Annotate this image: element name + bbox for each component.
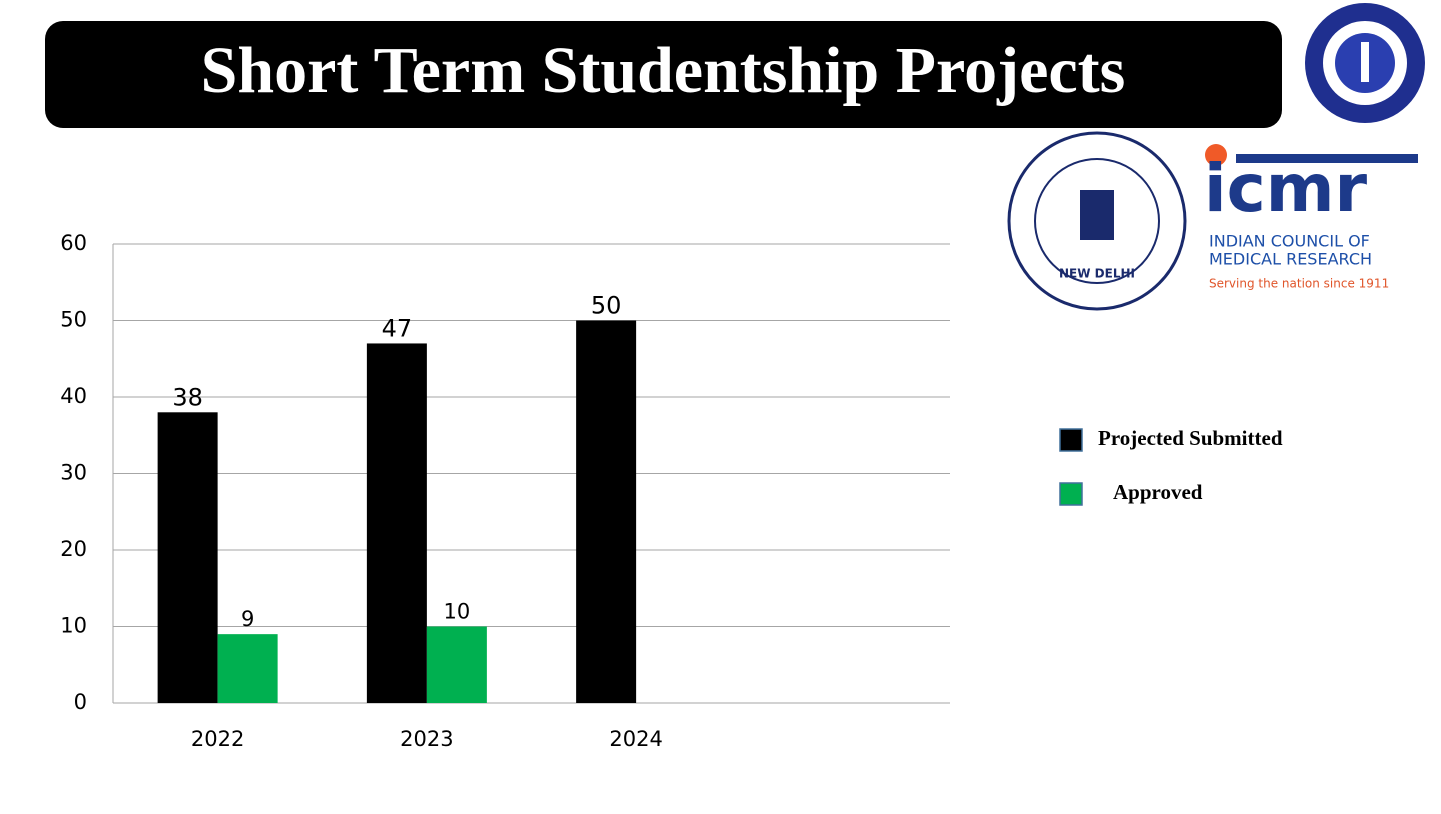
- icmr-seal: NEW DELHI: [1007, 131, 1187, 311]
- y-tick-label: 50: [60, 308, 87, 332]
- icmr-bar: [1236, 154, 1418, 163]
- x-tick-label: 2022: [191, 727, 244, 751]
- x-tick-label: 2023: [400, 727, 453, 751]
- legend-swatch: [1059, 482, 1083, 506]
- bar: [157, 412, 218, 703]
- data-label: 47: [382, 314, 413, 342]
- title-banner: [45, 21, 1282, 128]
- icmr-dot: [1205, 144, 1227, 166]
- icmr-tagline: Serving the nation since 1911: [1209, 277, 1389, 291]
- aiims-logo: [1305, 3, 1425, 123]
- data-label: 38: [172, 383, 203, 411]
- y-tick-label: 20: [60, 537, 87, 561]
- x-tick-label: 2024: [609, 727, 662, 751]
- legend-label: Projected Submitted: [1098, 426, 1283, 450]
- seal-city: NEW DELHI: [1059, 267, 1135, 281]
- data-label: 50: [591, 292, 622, 320]
- icmr-name: INDIAN COUNCIL OF: [1209, 232, 1370, 251]
- data-label: 10: [444, 600, 471, 624]
- bar: [366, 343, 427, 703]
- icmr-wordmark: icmr: [1204, 150, 1368, 227]
- icmr-name: MEDICAL RESEARCH: [1209, 250, 1372, 269]
- y-tick-label: 10: [60, 614, 87, 638]
- data-label: 9: [241, 607, 254, 631]
- chart-title: Short Term Studentship Projects: [201, 34, 1126, 107]
- y-tick-label: 30: [60, 461, 87, 485]
- bar: [576, 320, 637, 703]
- bar: [426, 626, 487, 703]
- legend-label: Approved: [1113, 480, 1203, 504]
- legend-swatch: [1059, 428, 1083, 452]
- bar: [217, 634, 278, 703]
- y-tick-label: 0: [74, 690, 87, 714]
- y-tick-label: 40: [60, 384, 87, 408]
- y-tick-label: 60: [60, 231, 87, 255]
